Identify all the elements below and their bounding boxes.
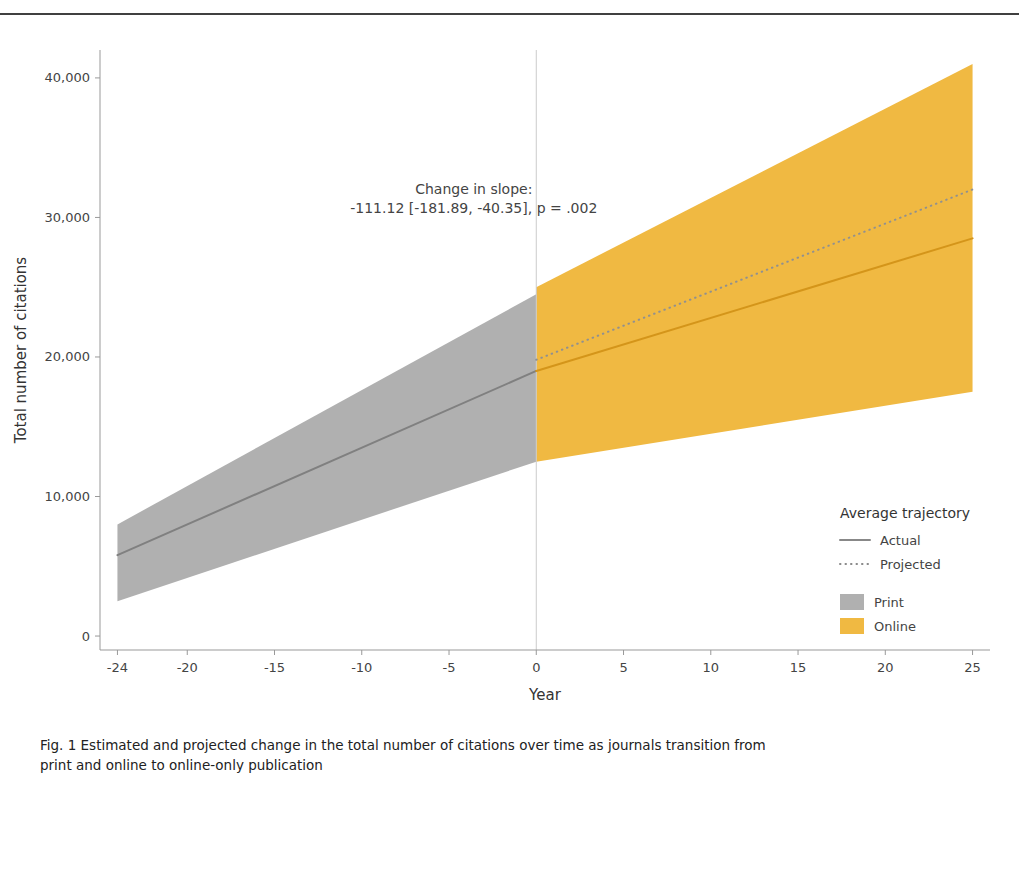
x-tick-label: -5 [443,660,456,675]
plot-area [117,50,972,650]
x-tick [117,650,118,655]
legend-swatch [840,594,864,610]
y-tick [95,77,100,78]
x-tick-label: -15 [264,660,285,675]
x-tick [710,650,711,655]
background [0,0,1019,875]
x-tick-label: 25 [964,660,981,675]
y-tick [95,217,100,218]
chart: -24 -20 -15 -10 -5 0 5 10 15 20 25 0 10,000 20,000 30,… [0,0,1019,875]
y-tick-label: 10,000 [45,489,91,504]
x-tick-label: -24 [107,660,128,675]
annotation: Change in slope: -111.12 [-181.89, -40.35… [350,181,597,216]
reference-line [536,50,537,650]
legend-label: Print [874,595,904,610]
y-tick [95,496,100,497]
x-tick [361,650,362,655]
x-axis-label: Year [528,686,562,704]
y-axis-label: Total number of citations [12,257,30,445]
x-tick [536,650,537,655]
x-tick-label: 15 [790,660,807,675]
x-tick-label: 0 [532,660,540,675]
x-axis-line [100,650,990,651]
legend-label: Actual [880,533,921,548]
y-tick-label: 20,000 [45,349,91,364]
x-tick-label: -20 [177,660,198,675]
y-tick [95,356,100,357]
legend-title: Average trajectory [840,505,970,521]
x-tick [449,650,450,655]
caption: Fig. 1 Estimated and projected change in… [40,737,766,773]
y-axis-line [100,50,101,650]
legend-swatch [840,618,864,634]
x-tick-label: -10 [351,660,372,675]
trend-line [117,371,536,555]
annotation-line: Change in slope: [415,181,532,197]
legend-label: Online [874,619,916,634]
x-tick [623,650,624,655]
y-tick-label: 30,000 [45,210,91,225]
y-tick [95,636,100,637]
legend-line [840,539,870,541]
header-rule [0,13,1019,15]
caption-line: Fig. 1 Estimated and projected change in… [40,737,766,753]
y-tick-label: 0 [82,629,90,644]
x-tick [798,650,799,655]
x-tick-label: 20 [877,660,894,675]
x-tick-label: 10 [703,660,720,675]
legend-label: Projected [880,557,941,572]
projected-line [536,190,972,360]
x-tick [972,650,973,655]
x-tick [885,650,886,655]
legend-line [840,563,870,565]
band [536,64,972,462]
band [117,294,536,601]
x-tick [274,650,275,655]
trend-line [536,238,972,371]
x-tick [187,650,188,655]
caption-line: print and online to online-only publicat… [40,757,323,773]
x-tick-label: 5 [619,660,627,675]
y-tick-label: 40,000 [45,70,91,85]
annotation-line: -111.12 [-181.89, -40.35], p = .002 [350,200,597,216]
